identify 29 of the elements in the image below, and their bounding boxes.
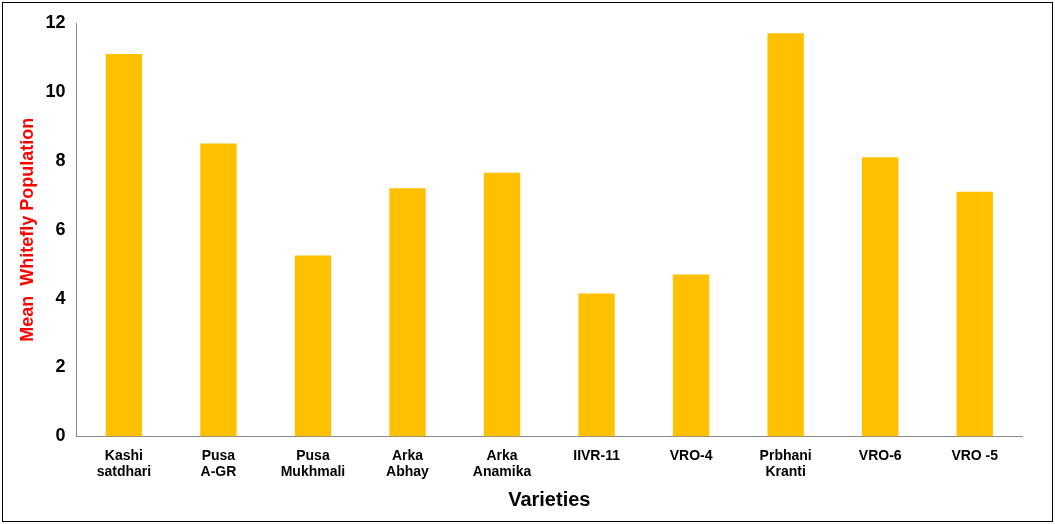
bar [862, 157, 899, 437]
bar [956, 191, 993, 437]
y-tick-label: 6 [55, 218, 66, 239]
y-tick-label: 8 [55, 149, 66, 170]
x-tick-label: Pusa Mukhmali [280, 446, 346, 480]
bar [767, 33, 804, 437]
bar [578, 293, 615, 437]
x-tick-label: Pusa A-GR [200, 446, 237, 480]
x-axis-title: Varieties [508, 487, 591, 510]
x-tick-label: VRO-6 [858, 446, 902, 463]
bar [200, 143, 237, 437]
bar [105, 54, 143, 437]
x-tick-label: Kashi satdhari [96, 446, 152, 480]
bar [294, 255, 332, 437]
y-tick-label: 2 [55, 356, 66, 377]
bar [389, 188, 426, 437]
y-tick-label: 0 [55, 425, 66, 446]
x-tick-label: Arka Abhay [386, 446, 430, 480]
y-tick-label: 10 [45, 80, 66, 101]
y-tick-label: 12 [45, 11, 66, 32]
x-tick-label: Arka Anamika [472, 446, 532, 480]
x-tick-label: VRO -5 [951, 446, 999, 463]
y-axis-title: Mean Whitefly Population [16, 117, 37, 342]
x-tick-label: VRO-4 [669, 446, 713, 463]
bar [672, 274, 710, 437]
x-tick-label: IIVR-11 [573, 446, 621, 463]
x-tick-label: Prbhani Kranti [759, 446, 812, 480]
bar [483, 172, 521, 437]
y-tick-label: 4 [55, 287, 66, 308]
